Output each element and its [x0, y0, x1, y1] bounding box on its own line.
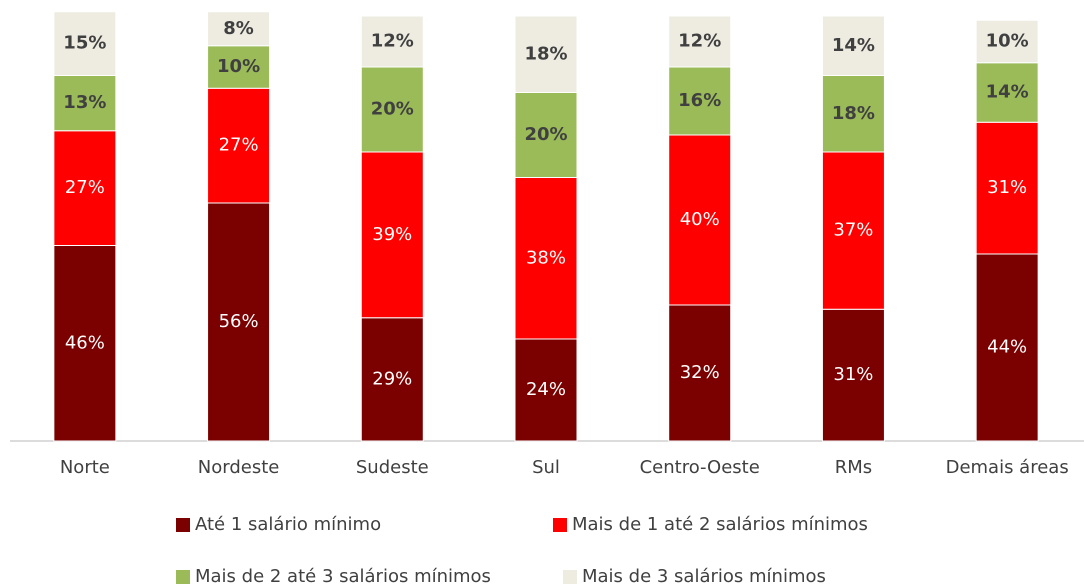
bar-segment: [514, 177, 578, 340]
x-tick-label: Sul: [532, 457, 560, 478]
bar-segment: [668, 15, 732, 68]
data-label: 20%: [371, 99, 414, 120]
data-label: 18%: [832, 103, 875, 124]
bar-segment: [53, 130, 117, 246]
bar-segment: [975, 253, 1039, 442]
data-label: 20%: [524, 124, 567, 145]
data-label: 12%: [371, 31, 414, 52]
legend-label: Mais de 2 até 3 salários mínimos: [195, 566, 491, 587]
legend-label: Mais de 3 salários mínimos: [582, 566, 826, 587]
legend-swatch: [563, 570, 577, 584]
bar-segment: [360, 317, 424, 442]
bar-segment: [975, 19, 1039, 64]
bar-segment: [360, 66, 424, 153]
bar-segment: [975, 62, 1039, 123]
bar-segment: [207, 87, 271, 204]
bar-segment: [514, 92, 578, 178]
bar-segment: [207, 45, 271, 89]
bar-segment: [514, 338, 578, 442]
data-label: 40%: [680, 209, 720, 230]
data-label: 39%: [372, 224, 412, 245]
bar-segment: [668, 66, 732, 136]
bar-segment: [821, 15, 885, 76]
data-label: 10%: [217, 56, 260, 77]
bar-segment: [821, 308, 885, 442]
data-label: 16%: [678, 90, 721, 111]
legend-swatch: [553, 518, 567, 532]
bar-segment: [360, 151, 424, 319]
bar-segment: [207, 202, 271, 442]
data-label: 14%: [986, 82, 1029, 103]
x-tick-label: Nordeste: [198, 457, 280, 478]
data-label: 44%: [987, 337, 1027, 358]
data-label: 13%: [63, 92, 106, 113]
data-label: 29%: [372, 368, 412, 389]
bar-segment: [360, 15, 424, 68]
legend-label: Mais de 1 até 2 salários mínimos: [572, 514, 868, 535]
bar-segment: [207, 11, 271, 47]
data-label: 37%: [833, 220, 873, 241]
x-tick-label: Sudeste: [356, 457, 429, 478]
x-tick-label: RMs: [835, 457, 872, 478]
data-label: 31%: [833, 364, 873, 385]
legend-label: Até 1 salário mínimo: [195, 514, 381, 535]
data-label: 15%: [63, 33, 106, 54]
bar-segment: [975, 121, 1039, 255]
legend-swatch: [176, 570, 190, 584]
x-tick-label: Demais áreas: [946, 457, 1069, 478]
data-label: 31%: [987, 177, 1027, 198]
bar-segment: [821, 75, 885, 153]
data-label: 18%: [524, 43, 567, 64]
legend-swatch: [176, 518, 190, 532]
data-label: 38%: [526, 247, 566, 268]
data-label: 56%: [219, 311, 259, 332]
data-label: 12%: [678, 31, 721, 52]
x-tick-label: Norte: [60, 457, 110, 478]
data-label: 32%: [680, 362, 720, 383]
data-label: 10%: [986, 31, 1029, 52]
bar-segment: [668, 134, 732, 306]
bar-segment: [53, 245, 117, 442]
x-tick-label: Centro-Oeste: [640, 457, 760, 478]
data-label: 24%: [526, 379, 566, 400]
data-label: 27%: [65, 177, 105, 198]
bar-segment: [668, 304, 732, 442]
bar-segment: [821, 151, 885, 310]
data-label: 8%: [223, 18, 254, 39]
bar-segment: [514, 15, 578, 93]
data-label: 46%: [65, 332, 105, 353]
data-label: 14%: [832, 35, 875, 56]
bar-segment: [53, 11, 117, 76]
data-label: 27%: [219, 135, 259, 156]
